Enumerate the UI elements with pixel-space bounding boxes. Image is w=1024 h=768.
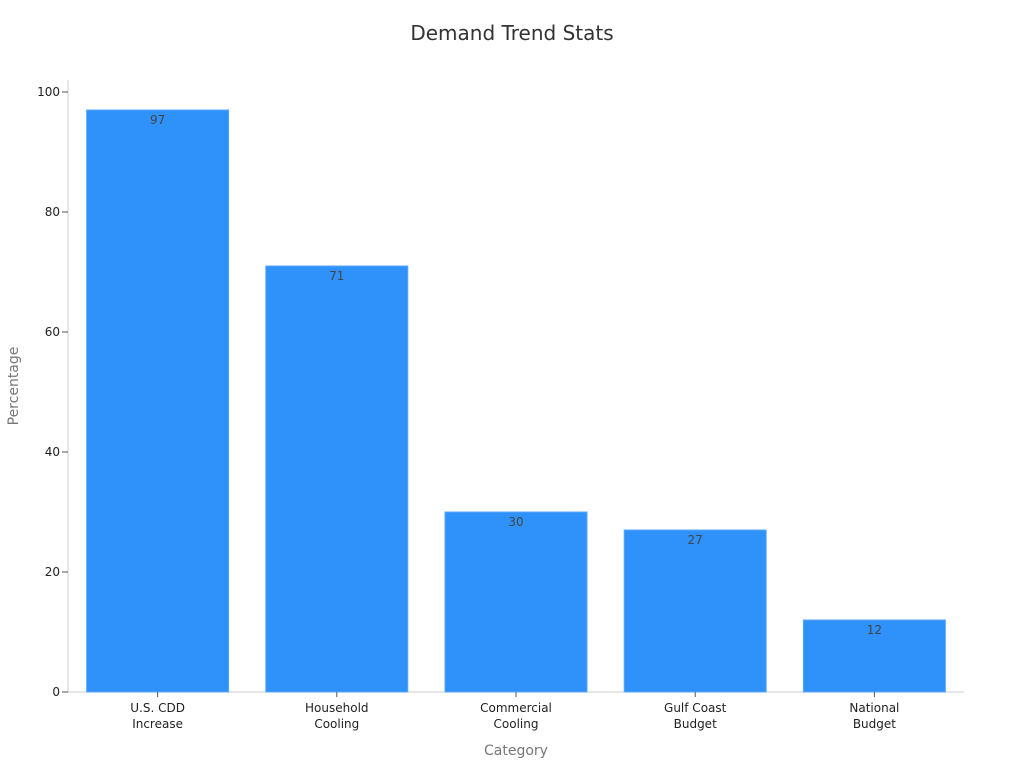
y-axis-title: Percentage (6, 347, 22, 426)
bar (444, 511, 588, 693)
y-tick-label: 60 (45, 325, 60, 339)
x-tick-label: Gulf Coast (664, 701, 727, 715)
y-tick-label: 100 (37, 85, 60, 99)
x-tick-label: Household (305, 701, 369, 715)
x-axis-title: Category (484, 743, 548, 759)
x-tick-label: Budget (674, 717, 717, 731)
bar (623, 529, 767, 693)
chart-title: Demand Trend Stats (410, 21, 613, 45)
data-label: 27 (688, 533, 703, 547)
bar (86, 109, 230, 693)
y-tick-label: 80 (45, 205, 60, 219)
x-tick-label: Budget (853, 717, 896, 731)
x-tick-label: Commercial (480, 701, 552, 715)
x-tick-label: National (849, 701, 899, 715)
y-tick-label: 20 (45, 565, 60, 579)
data-label: 12 (867, 623, 882, 637)
data-label: 97 (150, 113, 165, 127)
x-tick-label: Increase (132, 717, 183, 731)
x-tick-label: U.S. CDD (130, 701, 185, 715)
x-tick-label: Cooling (494, 717, 539, 731)
bar (802, 619, 946, 693)
x-tick-label: Cooling (314, 717, 359, 731)
y-tick-label: 0 (52, 685, 60, 699)
y-tick-label: 40 (45, 445, 60, 459)
bar (265, 265, 409, 693)
data-label: 71 (329, 269, 344, 283)
data-label: 30 (508, 515, 523, 529)
plot-area: 0 20 40 60 80 100 97 U.S. CDD Increase 71 Househol… (37, 80, 964, 731)
